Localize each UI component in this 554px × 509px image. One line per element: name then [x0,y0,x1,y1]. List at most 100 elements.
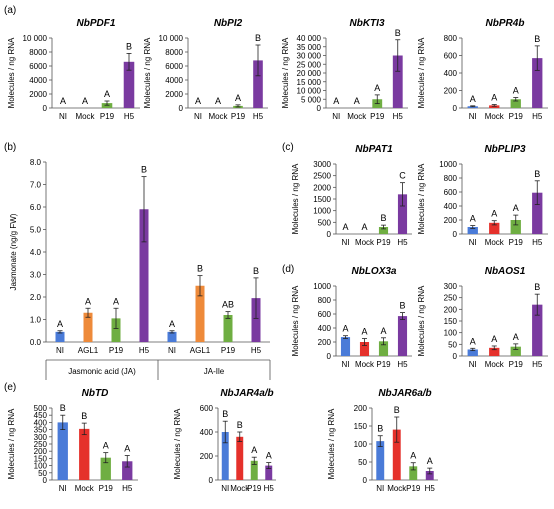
significance-letter: B [222,409,228,419]
y-tick-label: 800 [444,174,458,183]
y-tick-label: 400 [34,418,48,427]
bar-ni [376,441,385,480]
x-tick-label: P19 [376,360,391,369]
y-tick-label: 50 [448,340,457,349]
x-tick-label: NI [221,484,229,493]
y-tick-label: 600 [318,310,332,319]
y-tick-label: 0 [43,104,48,113]
chart-title: NbAOS1 [485,266,526,277]
y-tick-label: 200 [318,338,332,347]
x-tick-label: NI [342,238,350,247]
group-label: JA-Ile [204,367,225,376]
significance-letter: A [491,93,497,103]
significance-letter: B [60,403,66,413]
x-tick-label: H5 [532,238,543,247]
bar-p19 [409,466,418,480]
y-tick-label: 0 [453,230,458,239]
x-tick-label: P19 [99,484,114,493]
significance-letter: B [394,405,400,415]
x-tick-label: Mock [485,112,505,121]
panel-label-b: (b) [4,142,16,153]
y-tick-label: 100 [34,462,48,471]
y-tick-label: 3.0 [30,271,42,280]
bar-mock [236,436,244,480]
y-tick-label: 5 000 [301,95,322,104]
y-tick-label: 150 [354,422,368,431]
significance-letter: A [470,94,476,104]
chart-title: NbPI2 [214,18,243,29]
significance-letter: A [82,96,88,106]
significance-letter: B [380,213,386,223]
y-tick-label: 400 [318,324,332,333]
x-tick-label: AGL1 [190,346,211,355]
y-tick-label: 450 [34,411,48,420]
bar-agl1 [83,312,93,342]
y-tick-label: 20 000 [297,69,322,78]
y-tick-label: 200 [444,216,458,225]
bar-p19 [378,341,389,356]
x-tick-label: NI [332,112,340,121]
x-tick-label: H5 [425,484,436,493]
y-tick-label: 50 [38,469,47,478]
y-tick-label: 200 [34,447,48,456]
y-tick-label: 2000 [29,90,47,99]
x-tick-label: AGL1 [78,346,99,355]
bar-p19 [100,457,111,480]
significance-letter: A [361,222,367,232]
y-tick-label: 1000 [439,160,457,169]
y-tick-label: 0 [317,104,322,113]
y-tick-label: 100 [354,440,368,449]
y-tick-label: 600 [444,188,458,197]
x-tick-label: NI [376,484,384,493]
panel-label-c: (c) [282,142,294,153]
bar-ni [467,227,478,234]
y-tick-label: 1500 [313,195,331,204]
y-tick-label: 0 [453,104,458,113]
y-tick-label: 150 [34,454,48,463]
significance-letter: A [235,93,241,103]
y-tick-label: 250 [34,440,48,449]
bar-ni [167,331,177,342]
x-tick-label: Mock [355,360,375,369]
significance-letter: A [124,444,130,454]
significance-letter: A [470,336,476,346]
significance-letter: A [169,319,175,329]
x-tick-label: NI [469,112,477,121]
bar-mock [489,347,500,356]
chart-title: NbPDF1 [77,18,116,29]
y-tick-label: 6000 [165,62,183,71]
x-tick-label: P19 [100,112,115,121]
y-tick-label: 600 [444,52,458,61]
bar-h5 [139,209,149,342]
x-tick-label: NI [59,112,67,121]
y-tick-label: 8.0 [30,158,42,167]
chart-0: NbPDF1 Molecules / ng RNA 0 2000 4000 6000 800… [7,18,140,121]
x-tick-label: P19 [406,484,421,493]
bar-h5 [532,58,543,108]
x-tick-label: NI [469,360,477,369]
bar-ni [340,337,351,356]
bar-p19 [378,227,389,234]
y-tick-label: 2.0 [30,293,42,302]
y-tick-label: 40 000 [297,34,322,43]
bar-h5 [253,60,263,108]
significance-letter: A [333,96,339,106]
chart-1: NbPI2 Molecules / ng RNA 0 2000 4000 6000 8000… [143,18,268,121]
significance-letter: A [342,324,348,334]
x-tick-label: Mock [355,238,375,247]
bar-h5 [397,194,408,234]
x-tick-label: NI [56,346,64,355]
y-tick-label: 0.0 [30,338,42,347]
y-tick-label: 600 [200,404,214,413]
x-tick-label: NI [194,112,202,121]
y-tick-label: 400 [444,69,458,78]
significance-letter: B [399,301,405,311]
bar-h5 [532,304,543,356]
x-tick-label: H5 [532,112,543,121]
y-axis-label: Molecules / ng RNA [7,408,16,479]
bar-h5 [123,61,135,108]
bar-h5 [397,316,408,356]
bar-p19 [111,318,121,342]
y-tick-label: 300 [444,282,458,291]
y-tick-label: 800 [444,34,458,43]
